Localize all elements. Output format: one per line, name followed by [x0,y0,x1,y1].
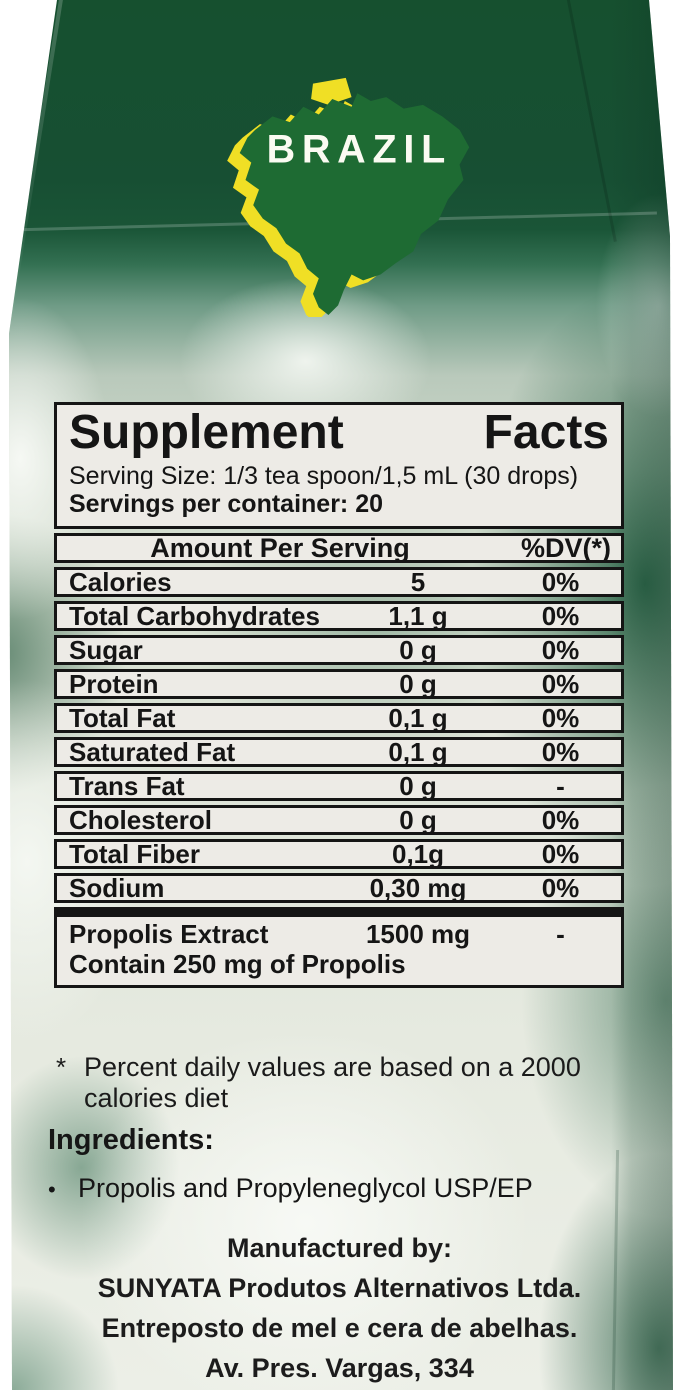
brazil-label: BRAZIL [267,128,452,172]
serving-size: Serving Size: 1/3 tea spoon/1,5 mL (30 d… [69,462,579,490]
row-label: Calories [69,566,172,597]
dv-footnote: * Percent daily values are based on a 20… [56,1052,616,1114]
brazil-map-shape [239,93,470,316]
amount-per-serving-header: Amount Per Serving [150,532,410,563]
row-amount: 0,1 g [388,736,448,767]
facts-row-sugar: Sugar 0 g 0% [54,635,624,665]
row-label: Saturated Fat [69,736,236,767]
row-label: Sugar [69,634,143,665]
row-amount: 0 g [399,668,437,699]
fold-crease [566,0,617,242]
bullet-icon: • [48,1177,56,1202]
row-dv: - [556,918,565,949]
row-label: Total Carbohydrates [69,600,320,631]
row-dv: 0% [541,804,580,835]
row-amount: 1500 mg [365,918,471,949]
row-label: Cholesterol [69,804,213,835]
row-dv: - [556,770,565,801]
row-label: Trans Fat [69,770,185,801]
manufacturer-name: SUNYATA Produtos Alternativos Ltda. [97,1273,582,1303]
manufacturer-section: Manufactured by: SUNYATA Produtos Altern… [15,1228,664,1388]
row-dv: 0% [541,838,580,869]
facts-row-sodium: Sodium 0,30 mg 0% [54,873,624,903]
fold-crease [9,0,64,321]
brazil-map-yellow-patch [311,77,352,105]
row-dv: 0% [541,702,580,733]
servings-per-container: Servings per container: 20 [69,490,384,518]
facts-row-total-fat: Total Fat 0,1 g 0% [54,703,624,733]
facts-title-word1: Supplement [69,406,344,459]
facts-row-saturated-fat: Saturated Fat 0,1 g 0% [54,737,624,767]
footnote-marker: * [56,1052,67,1082]
row-amount: 0 g [399,804,437,835]
row-amount: 5 [410,566,426,597]
row-dv: 0% [541,634,580,665]
ingredient-text: Propolis and Propyleneglycol USP/EP [78,1173,533,1203]
footnote-text: Percent daily values are based on a 2000… [84,1052,581,1113]
row-dv: 0% [541,872,580,903]
row-amount: 0 g [399,634,437,665]
supplement-facts-panel: Supplement Facts Serving Size: 1/3 tea s… [54,402,624,988]
dv-header: %DV(*) [520,532,611,563]
row-label: Propolis Extract [69,918,269,949]
facts-row-cholesterol: Cholesterol 0 g 0% [54,805,624,835]
ingredients-heading: Ingredients: [48,1124,214,1156]
propolis-content-note: Contain 250 mg of Propolis [69,949,406,979]
row-dv: 0% [541,566,580,597]
facts-title: Supplement Facts [69,409,609,457]
row-dv: 0% [541,668,580,699]
facts-row-protein: Protein 0 g 0% [54,669,624,699]
facts-row-propolis-extract: Propolis Extract 1500 mg - Contain 250 m… [54,907,624,988]
row-label: Sodium [69,872,165,903]
manufacturer-description: Entreposto de mel e cera de abelhas. [101,1313,578,1343]
facts-row-total-carbohydrates: Total Carbohydrates 1,1 g 0% [54,601,624,631]
facts-title-word2: Facts [483,406,609,459]
row-amount: 0,1g [391,838,445,869]
row-label: Total Fiber [69,838,200,869]
brazil-map-graphic: BRAZIL [227,77,470,317]
row-amount: 0 g [399,770,437,801]
ingredients-section: Ingredients: • Propolis and Propylenegly… [48,1124,638,1204]
row-amount: 0,1 g [388,702,448,733]
ingredient-item: • Propolis and Propyleneglycol USP/EP [48,1173,638,1204]
row-label: Protein [69,668,159,699]
row-amount: 0,30 mg [369,872,467,903]
facts-row-trans-fat: Trans Fat 0 g - [54,771,624,801]
row-dv: 0% [541,736,580,767]
propolis-extract-line: Propolis Extract 1500 mg - [69,919,613,949]
facts-row-total-fiber: Total Fiber 0,1g 0% [54,839,624,869]
facts-row-calories: Calories 5 0% [54,567,624,597]
row-label: Total Fat [69,702,176,733]
manufacturer-address: Av. Pres. Vargas, 334 [205,1353,474,1383]
facts-header-box: Supplement Facts Serving Size: 1/3 tea s… [54,402,624,529]
facts-column-header: Amount Per Serving %DV(*) [54,533,624,563]
row-amount: 1,1 g [388,600,448,631]
row-dv: 0% [541,600,580,631]
manufactured-by-heading: Manufactured by: [226,1233,453,1263]
